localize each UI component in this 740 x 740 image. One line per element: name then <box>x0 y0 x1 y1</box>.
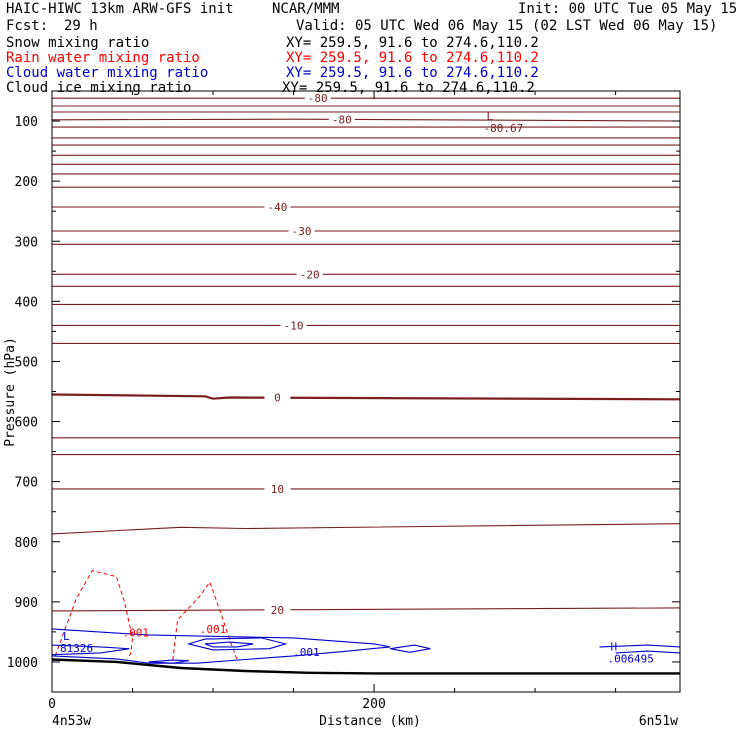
x-axis-label: Distance (km) <box>319 714 421 729</box>
valid-time: Valid: 05 UTC Wed 06 May 15 (02 LST Wed … <box>296 18 718 34</box>
rain-contour-label: .001 <box>200 623 227 636</box>
field-xy-snow: XY= 259.5, 91.6 to 274.6,110.2 <box>286 35 539 51</box>
field-name-cloud-ice: Cloud ice mixing ratio <box>6 80 192 96</box>
y-tick-label: 1000 <box>7 656 38 671</box>
y-tick-label: 800 <box>15 536 38 551</box>
cloud-water-contour <box>390 644 431 653</box>
isotherm-label: -80 <box>308 92 328 105</box>
cloud-water-contour <box>615 650 681 654</box>
isotherm-line <box>51 523 681 535</box>
extremum-marker: L <box>487 110 494 123</box>
cloud-water-contour <box>51 628 391 664</box>
cloud-water-contour <box>51 644 130 656</box>
init-time: Init: 00 UTC Tue 05 May 15 <box>518 1 738 17</box>
isotherm-label-bg <box>264 391 291 404</box>
isotherm-line <box>51 393 681 401</box>
y-axis-label: Pressure (hPa) <box>3 337 18 447</box>
y-tick-label: 200 <box>15 175 38 190</box>
isotherm-label-bg <box>328 113 355 126</box>
isotherm-label: -10 <box>284 319 304 332</box>
isotherm-label: -20 <box>300 268 320 281</box>
isotherm-label: 0 <box>274 392 281 405</box>
y-tick-label: 100 <box>15 115 38 130</box>
contour-labels: -80-80-40-30-20-1001020.001.001.001L-80.… <box>60 92 654 666</box>
cloud-water-contour <box>599 644 681 648</box>
isotherm-label-bg <box>264 200 291 213</box>
isotherm-label-bg <box>304 92 331 105</box>
forecast-label: Fcst: <box>6 18 49 34</box>
isotherm-label-bg <box>288 225 315 238</box>
center-label: NCAR/MMM <box>272 1 340 17</box>
isotherm-label-bg <box>264 603 291 616</box>
isotherm-line <box>51 118 681 122</box>
y-tick-label: 500 <box>15 355 38 370</box>
extremum-value: 81326 <box>60 642 93 655</box>
rain-contours <box>54 570 238 661</box>
extremum-value: -80.67 <box>484 122 524 135</box>
cloud-water-contour <box>148 659 189 664</box>
x-tick-label: 200 <box>362 697 385 712</box>
isotherm-label: -40 <box>267 201 287 214</box>
y-tick-label: 700 <box>15 476 38 491</box>
isotherm-label: -80 <box>332 113 352 126</box>
x-tick-label: 0 <box>48 697 56 712</box>
isotherm-label-bg <box>280 319 307 332</box>
field-xy-cloud-ice: XY= 259.5, 91.6 to 274.6,110.2 <box>282 80 535 96</box>
y-tick-label: 900 <box>15 596 38 611</box>
field-name-cloud-water: Cloud water mixing ratio <box>6 65 209 81</box>
cloud-contour-label: .001 <box>293 646 320 659</box>
y-tick-label: 600 <box>15 416 38 431</box>
field-name-snow: Snow mixing ratio <box>6 35 150 51</box>
isotherm-line <box>51 607 681 612</box>
model-title: HAIC-HIWC 13km ARW-GFS init <box>6 1 234 17</box>
field-xy-rain: XY= 259.5, 91.6 to 274.6,110.2 <box>286 50 539 66</box>
field-xy-cloud-water: XY= 259.5, 91.6 to 274.6,110.2 <box>286 65 539 81</box>
axis-right-location: 6n51w <box>639 714 678 729</box>
axis-left-location: 4n53w <box>52 714 91 729</box>
y-tick-label: 300 <box>15 235 38 250</box>
rain-contour <box>172 580 238 661</box>
rain-contour-label: .001 <box>122 627 149 640</box>
cloud-water-contour <box>186 637 288 651</box>
isotherm-label: -30 <box>292 225 312 238</box>
isotherm-label: 20 <box>271 604 284 617</box>
isotherm-label-bg <box>264 482 291 495</box>
field-name-rain: Rain water mixing ratio <box>6 50 200 66</box>
isotherm-label-bg <box>296 268 323 281</box>
extremum-marker: L <box>63 630 70 643</box>
y-tick-label: 400 <box>15 295 38 310</box>
rain-contour <box>54 570 134 660</box>
extremum-marker: H <box>611 641 618 654</box>
forecast-hours: 29 h <box>64 18 98 34</box>
plot-frame <box>51 90 681 693</box>
cloud-water-contours <box>51 628 681 664</box>
terrain-surface <box>51 658 680 675</box>
temperature-isotherms <box>51 97 681 612</box>
terrain-line <box>51 658 680 675</box>
isotherm-label: 10 <box>271 483 284 496</box>
cloud-water-contour <box>204 641 254 648</box>
extremum-value: .006495 <box>608 653 654 666</box>
